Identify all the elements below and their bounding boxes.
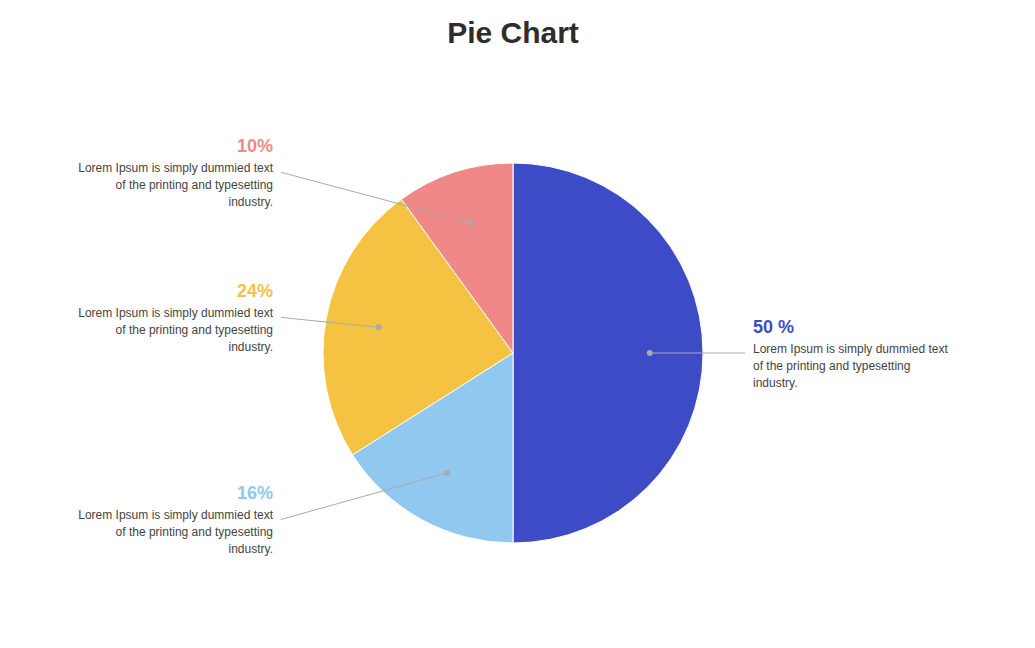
html-text:Pie Chart: Pie Chart bbox=[447, 16, 579, 49]
svg-text:10%: 10% bbox=[237, 136, 273, 156]
svg-text:Lorem Ipsum is simply dummied: Lorem Ipsum is simply dummied textof the… bbox=[78, 508, 273, 556]
svg-text:Lorem Ipsum is simply dummied: Lorem Ipsum is simply dummied textof the… bbox=[78, 161, 273, 209]
svg-text:Lorem Ipsum is simply dummied: Lorem Ipsum is simply dummied textof the… bbox=[753, 342, 948, 390]
svg-text:24%: 24% bbox=[237, 281, 273, 301]
svg-text:50 %: 50 % bbox=[753, 317, 794, 337]
svg-text:16%: 16% bbox=[237, 483, 273, 503]
svg-text:Lorem Ipsum is simply dummied: Lorem Ipsum is simply dummied textof the… bbox=[78, 306, 273, 354]
